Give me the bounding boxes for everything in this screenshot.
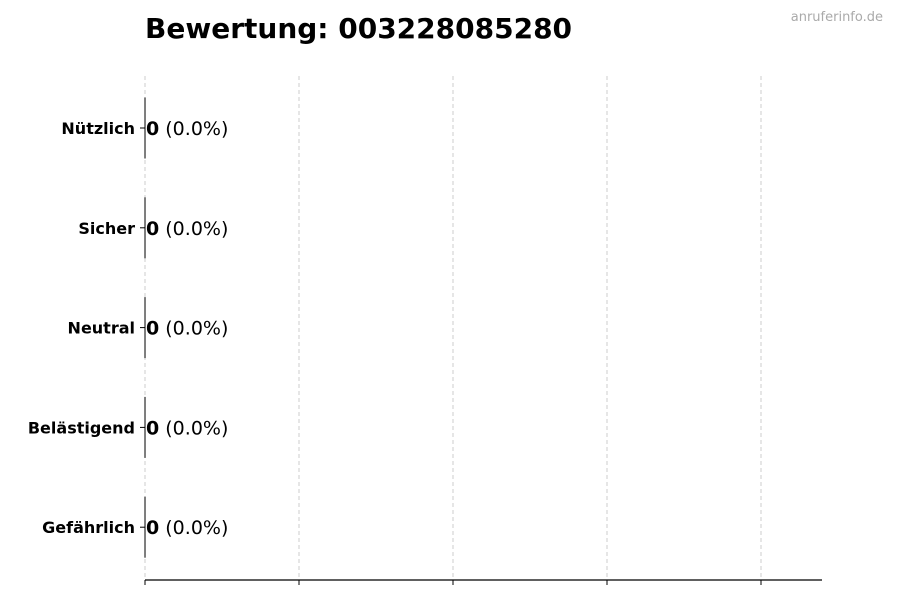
data-label-value: 0 [146,118,159,140]
data-label: 0 (0.0%) [146,118,228,140]
y-tick-label: Sicher [78,219,135,238]
data-label-value: 0 [146,318,159,340]
data-label-percent: (0.0%) [159,517,228,539]
data-label: 0 (0.0%) [146,417,228,439]
data-label-percent: (0.0%) [159,417,228,439]
data-label-value: 0 [146,517,159,539]
data-label-value: 0 [146,218,159,240]
data-label-value: 0 [146,417,159,439]
data-label: 0 (0.0%) [146,318,228,340]
data-label-percent: (0.0%) [159,218,228,240]
data-label-percent: (0.0%) [159,318,228,340]
y-tick-label: Gefährlich [42,518,135,537]
chart-title: Bewertung: 003228085280 [145,12,573,45]
y-tick-label: Belästigend [28,418,135,437]
data-label-percent: (0.0%) [159,118,228,140]
y-tick-label: Nützlich [61,119,135,138]
data-label: 0 (0.0%) [146,517,228,539]
watermark: anruferinfo.de [790,10,883,25]
data-label: 0 (0.0%) [146,218,228,240]
y-tick-label: Neutral [68,319,135,338]
